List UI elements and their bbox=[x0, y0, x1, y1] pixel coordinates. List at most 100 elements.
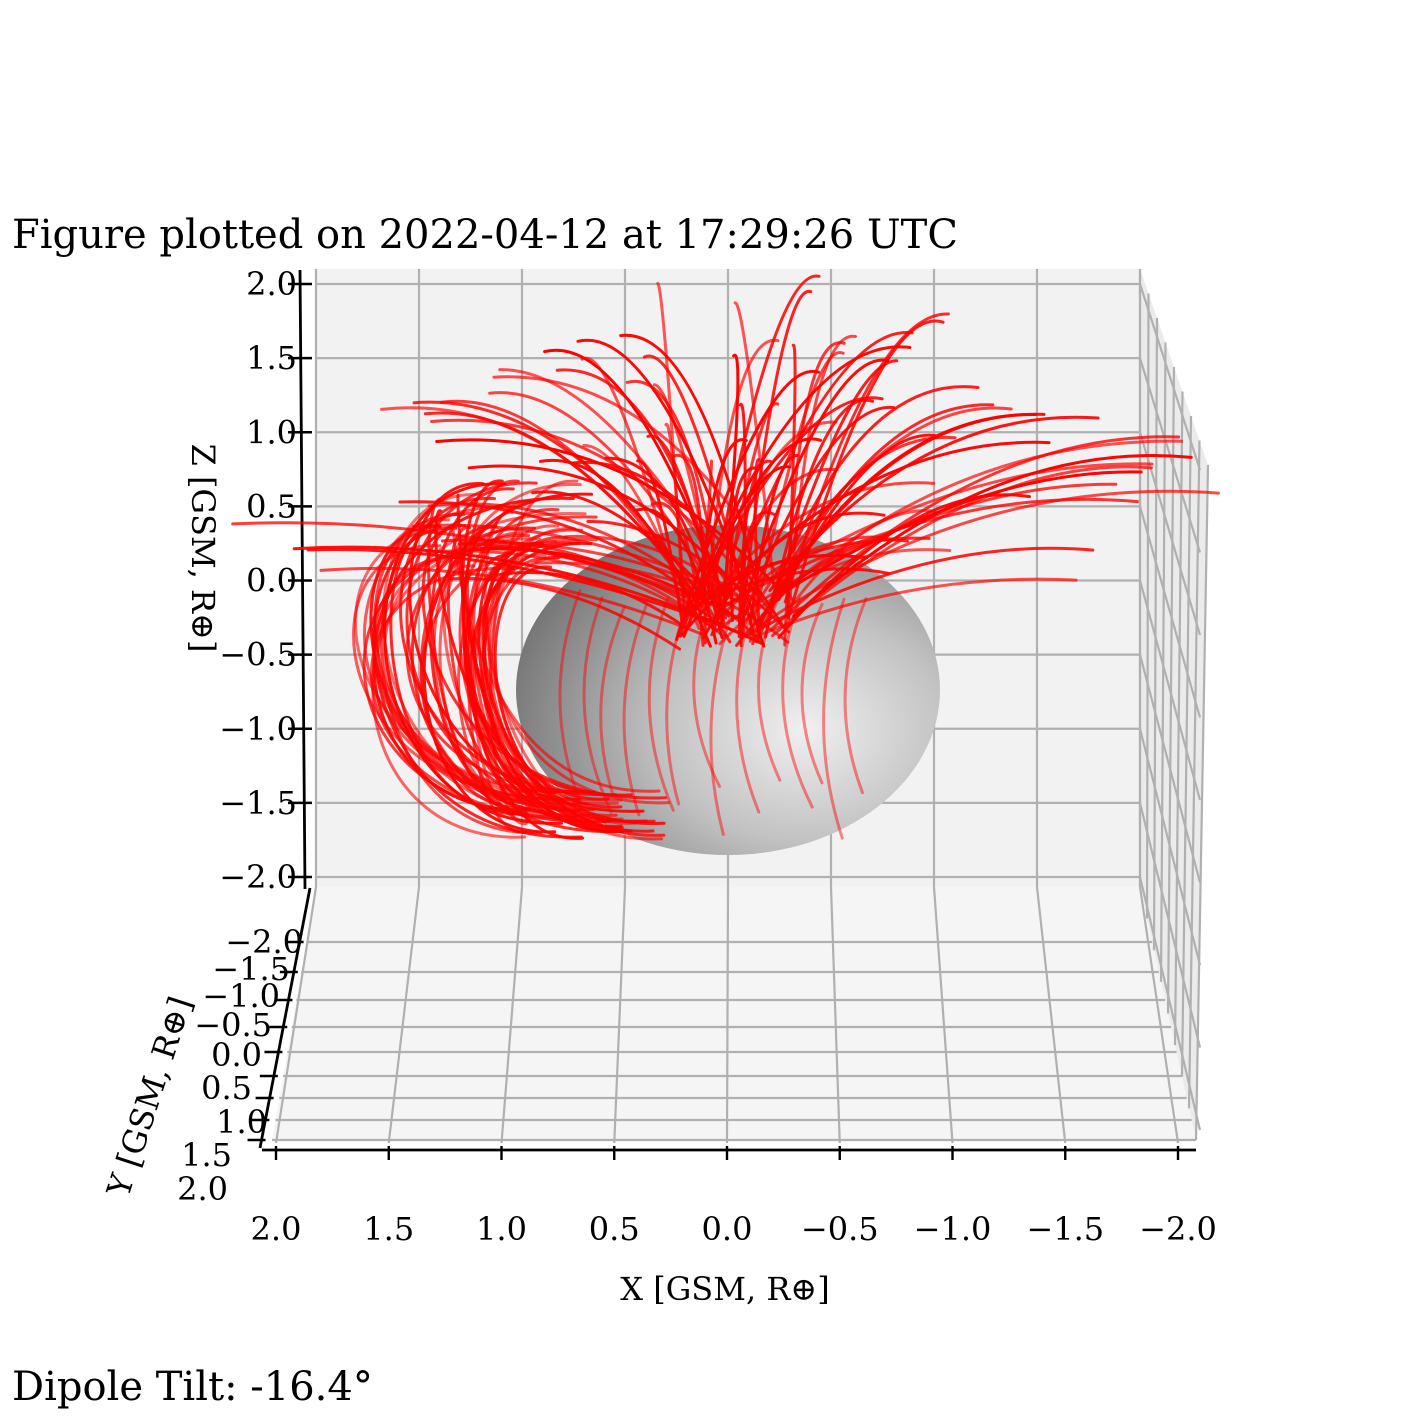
grid-line bbox=[1145, 293, 1150, 919]
field-line bbox=[485, 524, 671, 805]
field-line bbox=[710, 274, 821, 594]
field-line bbox=[747, 489, 1220, 635]
grid-line bbox=[1138, 506, 1202, 718]
field-line bbox=[764, 439, 1183, 608]
y-tick-label: −0.5 bbox=[194, 1006, 272, 1044]
y-tick-label: 0.0 bbox=[211, 1036, 262, 1074]
z-tick-label: −0.5 bbox=[219, 636, 297, 674]
grid-line bbox=[829, 886, 841, 1144]
field-line bbox=[665, 594, 692, 806]
z-tick-label: 1.0 bbox=[246, 413, 297, 451]
x-tick-label: −2.0 bbox=[1139, 1210, 1217, 1248]
grid-line bbox=[725, 886, 730, 1144]
field-line bbox=[488, 391, 729, 616]
field-line bbox=[442, 525, 591, 794]
y-tick-label: 1.0 bbox=[216, 1103, 267, 1141]
field-line bbox=[692, 598, 722, 789]
field-line bbox=[781, 597, 814, 809]
z-axis-label: Z [GSM, R⊕] bbox=[184, 444, 222, 653]
field-line bbox=[622, 604, 648, 817]
field-line bbox=[490, 571, 688, 630]
grid-line bbox=[932, 886, 954, 1144]
field-line bbox=[625, 379, 726, 625]
field-line bbox=[783, 341, 846, 647]
y-tick-label: −1.0 bbox=[202, 977, 280, 1015]
floor-pane bbox=[272, 887, 1196, 1140]
field-line bbox=[769, 435, 1181, 632]
field-line bbox=[555, 368, 727, 620]
field-line bbox=[800, 602, 824, 785]
x-tick-label: −1.5 bbox=[1026, 1210, 1104, 1248]
field-line bbox=[672, 453, 707, 645]
field-line bbox=[482, 542, 623, 809]
field-line bbox=[429, 487, 529, 801]
field-line bbox=[380, 406, 696, 599]
y-tick-label: 0.5 bbox=[201, 1069, 252, 1107]
field-lines bbox=[231, 274, 1220, 841]
field-line bbox=[599, 606, 626, 796]
field-line bbox=[410, 526, 625, 833]
z-tick-label: 0.0 bbox=[246, 562, 297, 600]
grid-line bbox=[1166, 366, 1176, 1014]
field-line bbox=[580, 356, 683, 609]
z-tick-label: 2.0 bbox=[246, 265, 297, 303]
field-line bbox=[710, 331, 914, 637]
x-axis-label: X [GSM, R⊕] bbox=[620, 1270, 829, 1308]
field-line bbox=[771, 465, 1153, 638]
grid-line bbox=[1138, 886, 1180, 1144]
field-line bbox=[372, 526, 583, 839]
field-line bbox=[822, 597, 846, 840]
grid-line bbox=[1152, 317, 1159, 951]
x-axis-ticks: 2.0 1.5 1.0 0.5 0.0 −0.5 −1.0 −1.5 −2.0 bbox=[251, 1146, 1217, 1248]
field-line bbox=[471, 556, 578, 820]
field-line bbox=[777, 493, 1031, 639]
field-line bbox=[769, 385, 980, 602]
field-line bbox=[735, 596, 761, 814]
x-tick-label: 0.0 bbox=[702, 1210, 753, 1248]
x-tick-label: 1.5 bbox=[363, 1210, 414, 1248]
field-line bbox=[582, 443, 701, 630]
field-line bbox=[715, 420, 838, 616]
x-tick-label: 0.5 bbox=[589, 1210, 640, 1248]
x-tick-label: −1.0 bbox=[914, 1210, 992, 1248]
y-tick-label: 1.5 bbox=[181, 1136, 232, 1174]
field-line bbox=[306, 548, 748, 637]
field-line bbox=[465, 479, 666, 837]
field-line bbox=[419, 538, 598, 817]
z-tick-label: −1.5 bbox=[219, 784, 297, 822]
y-axis-line bbox=[258, 887, 312, 1149]
grid-line bbox=[1180, 415, 1193, 1077]
field-line bbox=[786, 319, 945, 620]
field-line bbox=[744, 546, 1095, 639]
field-line bbox=[722, 467, 839, 597]
field-line bbox=[498, 368, 733, 592]
x-tick-label: 1.0 bbox=[476, 1210, 527, 1248]
z-tick-label: −2.0 bbox=[219, 858, 297, 896]
field-line bbox=[430, 418, 767, 607]
grid-line bbox=[1194, 464, 1210, 1141]
field-line bbox=[463, 541, 633, 797]
y-tick-label: −2.0 bbox=[225, 923, 303, 961]
field-line bbox=[422, 492, 593, 834]
y-tick-label: 2.0 bbox=[177, 1170, 228, 1208]
field-line bbox=[685, 567, 890, 610]
field-line bbox=[843, 597, 868, 795]
dipole-tilt-label: Dipole Tilt: -16.4° bbox=[12, 1364, 373, 1410]
field-line bbox=[756, 597, 782, 782]
field-line bbox=[729, 466, 760, 622]
field-line bbox=[487, 527, 663, 841]
field-line bbox=[461, 541, 742, 604]
field-line bbox=[398, 500, 695, 597]
field-line bbox=[787, 334, 857, 621]
field-line bbox=[439, 399, 704, 608]
y-tick-label: −1.5 bbox=[212, 950, 290, 988]
grid-line bbox=[1035, 886, 1067, 1144]
grid-line bbox=[1159, 342, 1167, 982]
z-tick-label: 0.5 bbox=[246, 487, 297, 525]
field-line bbox=[754, 577, 1078, 638]
z-axis-ticks: 2.0 1.5 1.0 0.5 0.0 −0.5 −1.0 −1.5 −2.0 bbox=[219, 265, 312, 896]
field-line bbox=[582, 596, 613, 814]
x-tick-label: 2.0 bbox=[251, 1210, 302, 1248]
grid-line bbox=[613, 886, 627, 1144]
field-line bbox=[709, 604, 736, 836]
